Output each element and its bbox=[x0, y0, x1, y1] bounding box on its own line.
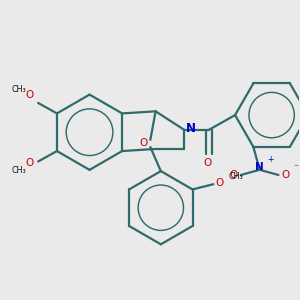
Text: O: O bbox=[215, 178, 224, 188]
Text: N: N bbox=[186, 122, 196, 135]
Text: CH₃: CH₃ bbox=[228, 172, 243, 182]
Text: O: O bbox=[26, 90, 34, 100]
Text: ⁻: ⁻ bbox=[294, 164, 299, 174]
Text: O: O bbox=[230, 170, 238, 180]
Text: CH₃: CH₃ bbox=[12, 167, 27, 176]
Text: O: O bbox=[203, 158, 211, 168]
Text: N: N bbox=[255, 162, 264, 172]
Text: O: O bbox=[139, 138, 147, 148]
Text: O: O bbox=[26, 158, 34, 167]
Text: CH₃: CH₃ bbox=[12, 85, 27, 94]
Text: O: O bbox=[282, 170, 290, 180]
Text: +: + bbox=[267, 155, 273, 164]
